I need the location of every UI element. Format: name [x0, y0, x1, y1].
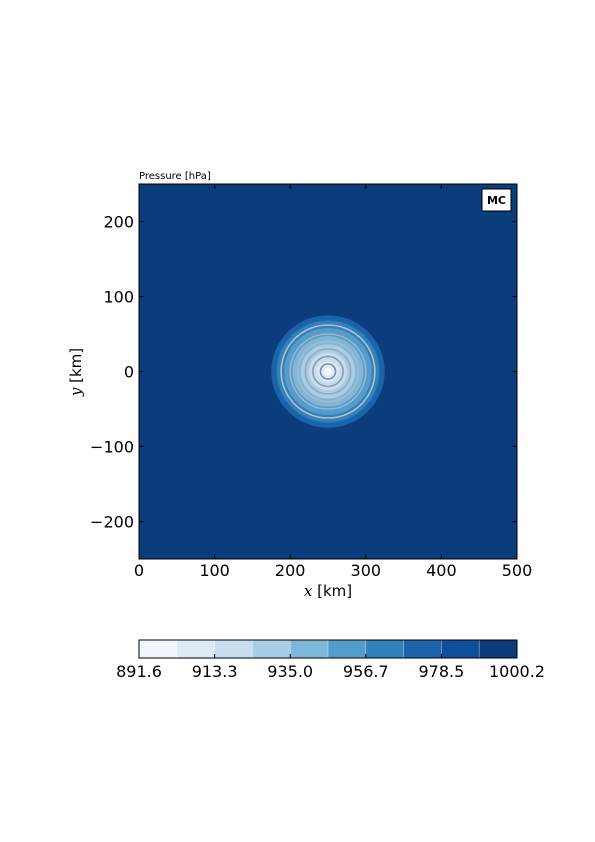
pressure-contour-0 — [319, 363, 337, 380]
colorbar-tick-labels: 891.6 913.3 935.0 956.7 978.5 1000.2 — [116, 654, 545, 681]
model-tag-label: MC — [487, 194, 506, 207]
y-axis-label-unit: [km] — [67, 348, 85, 388]
pressure-contour-5 — [280, 324, 376, 419]
pressure-contour-2 — [304, 348, 352, 395]
colorbar-segments — [139, 640, 518, 658]
colorbar-tick-label: 1000.2 — [489, 662, 545, 681]
x-tick-label: 300 — [351, 561, 382, 580]
colorbar-segment — [479, 640, 518, 658]
colorbar-segment — [252, 640, 291, 658]
colorbar-tick-label: 913.3 — [192, 662, 238, 681]
x-axis-label-var: x — [304, 582, 313, 600]
x-axis-label-unit: [km] — [312, 582, 352, 600]
colorbar-segment — [403, 640, 442, 658]
colorbar-segment — [365, 640, 405, 658]
colorbar-segment — [441, 640, 480, 658]
x-tick-label: 0 — [134, 561, 144, 580]
colorbar: 891.6 913.3 935.0 956.7 978.5 1000.2 — [116, 639, 545, 681]
colorbar-frame — [138, 639, 518, 659]
colorbar-segment — [176, 640, 216, 658]
x-tick-label: 500 — [502, 561, 533, 580]
y-tick-label: 0 — [124, 363, 134, 382]
y-tick-label: −100 — [90, 438, 134, 457]
colorbar-segment — [290, 640, 329, 658]
y-axis-label-var: y — [67, 387, 85, 397]
y-tick-label: 100 — [103, 288, 134, 307]
model-tag-background — [481, 188, 512, 212]
x-tick-label: 400 — [426, 561, 457, 580]
colorbar-tick-label: 935.0 — [267, 662, 313, 681]
y-axis-label: y [km] — [67, 348, 85, 397]
colorbar-segment — [214, 640, 253, 658]
x-tick-label: 200 — [275, 561, 306, 580]
y-tick-label: −200 — [90, 513, 134, 532]
x-axis-ticks: 0 100 200 300 400 500 — [134, 184, 532, 580]
x-axis-label: x [km] — [304, 582, 352, 600]
plot-area — [139, 184, 517, 559]
pressure-level-7 — [324, 367, 332, 376]
colorbar-tick-label: 891.6 — [116, 662, 162, 681]
chart-title: Pressure [hPa] — [139, 171, 211, 182]
colorbar-tick-label: 956.7 — [343, 662, 389, 681]
x-tick-label: 100 — [199, 561, 230, 580]
colorbar-tick-label: 978.5 — [418, 662, 464, 681]
colorbar-segment — [328, 640, 367, 658]
pressure-filled-contours — [271, 315, 385, 428]
y-axis-ticks: 200 100 0 −100 −200 — [90, 213, 517, 532]
colorbar-segment — [139, 640, 178, 658]
y-tick-label: 200 — [103, 213, 134, 232]
pressure-contour-1 — [312, 355, 344, 388]
model-tag-box: MC — [481, 188, 512, 212]
pressure-contour-lines — [280, 324, 376, 419]
pressure-contour-3 — [296, 340, 360, 403]
pressure-contour-4 — [289, 333, 367, 410]
